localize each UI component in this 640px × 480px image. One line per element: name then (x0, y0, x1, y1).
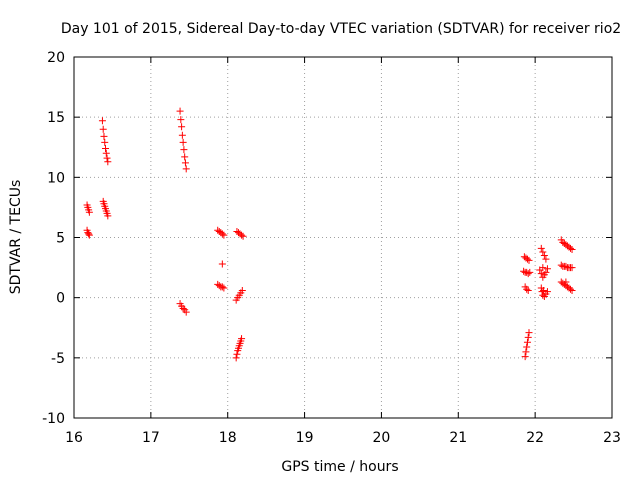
data-points (83, 107, 576, 362)
data-point (104, 212, 112, 220)
data-point (182, 165, 190, 173)
data-point (218, 283, 226, 291)
data-point (238, 231, 246, 239)
data-point (181, 153, 189, 161)
plot-frame (73, 56, 613, 419)
y-tick-label: 15 (47, 110, 65, 126)
data-point (525, 256, 533, 264)
data-point (523, 255, 531, 263)
data-point (543, 265, 551, 273)
data-point (520, 267, 528, 275)
data-point (102, 149, 110, 157)
data-point (104, 158, 112, 166)
data-point (542, 268, 550, 276)
x-tick-label: 23 (603, 430, 621, 446)
y-tick-label: 0 (56, 291, 65, 307)
data-point (232, 354, 240, 362)
data-point (537, 244, 545, 252)
grid (74, 57, 612, 418)
data-point (557, 261, 565, 269)
y-tick-label: 5 (56, 231, 65, 247)
data-point (524, 270, 532, 278)
y-tick-label: -10 (42, 411, 65, 427)
data-point (539, 264, 547, 272)
x-tick-label: 21 (449, 430, 467, 446)
y-tick-label: -5 (51, 351, 65, 367)
data-point (233, 350, 241, 358)
data-point (177, 116, 185, 124)
x-tick-label: 20 (373, 430, 391, 446)
y-tick-label: 20 (47, 50, 65, 66)
y-tick-labels: -10 -5 0 5 10 15 20 (42, 50, 65, 427)
data-point (179, 304, 187, 312)
data-point (566, 244, 574, 252)
data-point (179, 138, 187, 146)
x-tick-labels: 16 17 18 19 20 21 22 23 (65, 430, 621, 446)
data-point (99, 125, 107, 133)
data-point (568, 286, 576, 294)
data-point (525, 329, 533, 337)
data-point (85, 231, 93, 239)
chart-title: Day 101 of 2015, Sidereal Day-to-day VTE… (61, 21, 621, 37)
data-point (568, 264, 576, 272)
x-tick-label: 18 (219, 430, 237, 446)
data-point (176, 107, 184, 115)
data-point (182, 308, 190, 316)
data-point (566, 285, 574, 293)
data-point (103, 154, 111, 162)
data-point (562, 278, 570, 286)
data-point (543, 288, 551, 296)
x-axis-label: GPS time / hours (281, 459, 398, 475)
data-point (218, 230, 226, 238)
data-point (524, 333, 532, 341)
data-point (539, 291, 547, 299)
data-point (215, 282, 223, 290)
data-point (523, 285, 531, 293)
x-tick-label: 22 (526, 430, 544, 446)
data-point (568, 246, 576, 254)
data-point (523, 343, 531, 351)
data-point (100, 132, 108, 140)
data-point (178, 123, 186, 131)
data-point (523, 338, 531, 346)
data-point (85, 208, 93, 216)
x-tick-label: 19 (296, 430, 314, 446)
data-point (526, 268, 534, 276)
data-point (522, 348, 530, 356)
x-tick-label: 16 (65, 430, 83, 446)
data-point (540, 286, 548, 294)
data-point (85, 230, 93, 238)
data-point (540, 252, 548, 260)
data-point (101, 138, 109, 146)
data-point (178, 131, 186, 139)
y-tick-label: 10 (47, 170, 65, 186)
data-point (542, 255, 550, 263)
data-point (238, 286, 246, 294)
data-point (537, 270, 545, 278)
data-point (218, 260, 226, 268)
data-point (539, 248, 547, 256)
data-point (239, 232, 247, 240)
y-axis-label: SDTVAR / TECUs (8, 180, 24, 295)
data-point (98, 117, 106, 125)
data-point (180, 146, 188, 154)
data-point (220, 231, 228, 239)
data-point (238, 335, 246, 343)
data-point (524, 286, 532, 294)
data-point (220, 284, 228, 292)
data-point (181, 159, 189, 167)
x-tick-label: 17 (142, 430, 160, 446)
data-point (521, 353, 529, 361)
data-point (102, 144, 110, 152)
data-point (562, 262, 570, 270)
